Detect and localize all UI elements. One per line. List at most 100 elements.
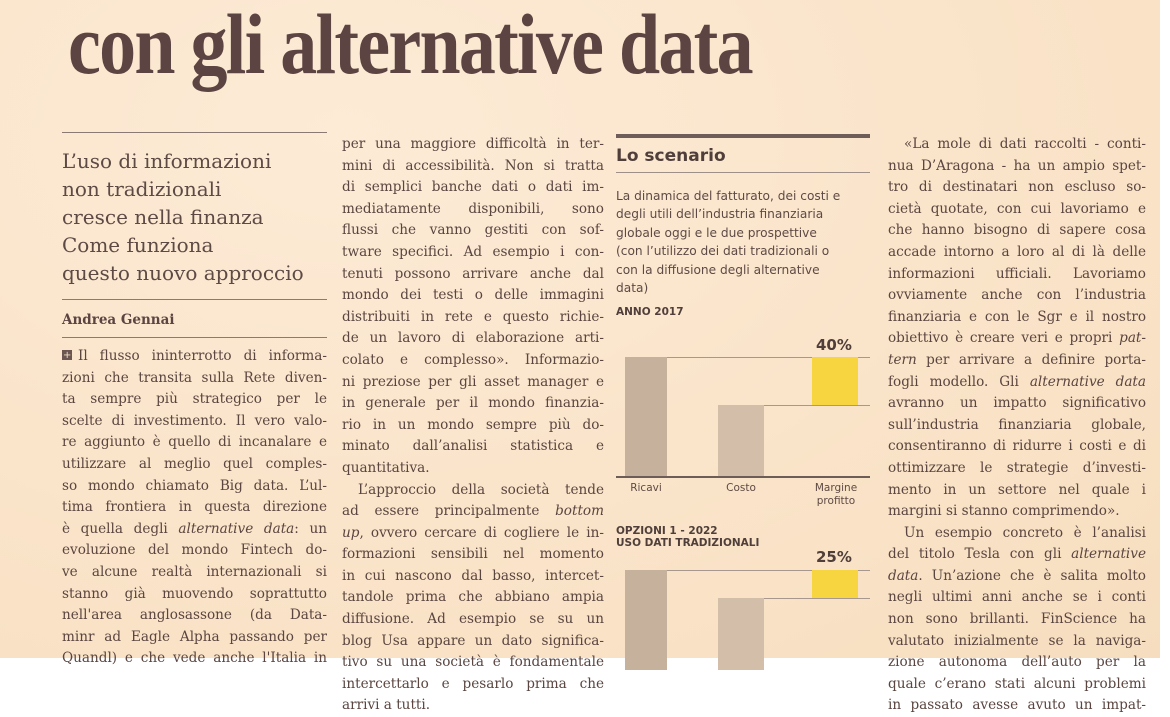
- text-line: tern per arrivare a definire porta-: [888, 350, 1146, 372]
- newspaper-page: con gli alternative data L’uso di inform…: [0, 0, 1160, 658]
- text-line: mondo dei testi o delle immagini: [342, 287, 604, 304]
- text-line: zione autonoma dell’auto per la: [888, 654, 1146, 671]
- desc-line: data): [616, 281, 649, 296]
- subhead-line: non tradizionali: [62, 177, 222, 201]
- chart-baseline: [616, 476, 870, 478]
- text-line: Un esempio concreto è l’analisi: [904, 524, 1146, 541]
- text-line: stanno già muovendo soprattutto: [62, 585, 327, 602]
- text-line: valutato inizialmente se la naviga-: [888, 632, 1146, 649]
- chart-title: ANNO 2017: [616, 306, 684, 318]
- bar-ricavi: [625, 357, 667, 476]
- text-fragment: . Un’azione che è salita molto: [918, 567, 1146, 584]
- text-line: flussi che vanno gestiti con sof-: [342, 222, 604, 239]
- text-line: formazioni sensibili nel momento: [342, 546, 604, 563]
- text-line: minato dall’analisi statistica e: [342, 438, 604, 455]
- italic-term: data: [888, 567, 919, 584]
- text-line: avranno un impatto significativo: [888, 395, 1146, 412]
- desc-line: La dinamica del fatturato, dei costi e: [616, 189, 841, 203]
- text-line: fogli modello. Gli alternative data: [888, 372, 1146, 394]
- column-4: «La mole di dati raccolti - conti- nua D…: [888, 134, 1146, 717]
- text-line: ta sempre più strategico per le: [62, 391, 327, 408]
- text-line: ve alcune realtà internazionali si: [62, 563, 327, 580]
- text-line: mento in un settore nel quale i: [888, 481, 1146, 498]
- text-line: ad essere principalmente bottom: [342, 501, 604, 523]
- text-fragment: per arrivare a definire porta-: [916, 351, 1146, 368]
- divider: [62, 299, 327, 300]
- text-line: Il flusso ininterrotto di informa-: [78, 348, 327, 364]
- text-line: cietà quotate, con cui lavoriamo e: [888, 200, 1146, 217]
- subheadline: L’uso di informazioni non tradizionali c…: [62, 147, 327, 287]
- subhead-line: cresce nella finanza: [62, 205, 264, 229]
- text-line: quale c’erano stati alcuni problemi: [888, 675, 1146, 692]
- text-line: distribuiti in rete e questo richie-: [342, 308, 604, 325]
- text-line: per una maggiore difficoltà in ter-: [342, 136, 604, 152]
- text-line: L’approccio della società tende: [358, 481, 604, 498]
- infographic-box: Lo scenario La dinamica del fatturato, d…: [616, 132, 871, 670]
- italic-term: bottom: [555, 503, 604, 520]
- desc-line: con la diffusione degli alternative: [616, 262, 820, 277]
- text-line: blog Usa appare un dato significa-: [342, 632, 604, 649]
- text-line: margini si stanno comprimendo».: [888, 503, 1120, 520]
- italic-term: alternative: [1071, 546, 1146, 563]
- text-line: rio in un mondo sempre più do-: [342, 416, 604, 433]
- margin-percentage: 40%: [816, 336, 852, 354]
- text-line: up, ovvero cercare di cogliere le in-: [342, 523, 604, 545]
- chart-title-line: USO DATI TRADIZIONALI: [616, 537, 760, 549]
- article-body-col1: Il flusso ininterrotto di informa- zioni…: [62, 345, 327, 670]
- chart-title: OPZIONI 1 - 2022 USO DATI TRADIZIONALI: [616, 525, 759, 549]
- article-body-col2: per una maggiore difficoltà in ter- mini…: [342, 134, 604, 717]
- x-label-ricavi: Ricavi: [630, 482, 662, 494]
- text-line: minr ad Eagle Alpha passando per: [62, 628, 327, 645]
- text-line: in passato avesse avuto un impat-: [888, 697, 1146, 714]
- text-fragment: fogli modello. Gli: [888, 373, 1030, 390]
- text-line: in generale per il mondo finanzia-: [342, 395, 604, 412]
- x-label-margine: Margine profitto: [801, 482, 871, 508]
- infographic-title: Lo scenario: [616, 138, 870, 173]
- reference-line: [764, 405, 870, 406]
- text-fragment: ad essere principalmente: [342, 503, 556, 520]
- chart-2017: ANNO 2017 40% Ricavi Costo Margine profi…: [616, 306, 871, 508]
- text-fragment: , ovvero cercare di cogliere le in-: [359, 524, 604, 541]
- text-line: evoluzione del mondo Fintech do-: [62, 542, 327, 559]
- text-fragment: obiettivo è creare veri e propri: [888, 330, 1120, 347]
- infographic-top-rule: [616, 134, 870, 138]
- reference-line: [666, 570, 870, 571]
- text-line: tenuti possono arrivare anche dal: [342, 265, 604, 282]
- text-line: zioni che transita sulla Rete diven-: [62, 369, 327, 386]
- text-line: so mondo chiamato Big data. L’ul-: [62, 477, 327, 494]
- text-line: nell'area anglosassone (da Data-: [62, 607, 327, 624]
- text-line: arrivi a tutti.: [342, 697, 431, 714]
- text-line: informazioni ufficiali. Lavoriamo: [888, 265, 1146, 282]
- text-line: tro di destinatari non escluso so-: [888, 179, 1146, 196]
- text-fragment: è quella degli: [62, 520, 179, 537]
- text-line: accade intorno a loro al di là delle: [888, 243, 1146, 260]
- bar-ricavi: [625, 570, 667, 670]
- text-line: tandole prima che abbiano ampia: [342, 589, 604, 606]
- text-line: di semplici banche dati o dati im-: [342, 179, 604, 196]
- bar-margine: [812, 357, 858, 405]
- author-byline: Andrea Gennai: [62, 312, 175, 328]
- reference-line: [764, 598, 870, 599]
- article-body-col4: «La mole di dati raccolti - conti- nua D…: [888, 134, 1146, 717]
- text-line: tima frontiera in questa direzione: [62, 499, 327, 516]
- text-line: «La mole di dati raccolti - conti-: [904, 136, 1146, 152]
- text-line: Quandl) e che vede anche l'Italia in: [62, 650, 327, 667]
- text-line: è quella degli alternative data: un: [62, 519, 327, 541]
- article-headline: con gli alternative data: [68, 0, 754, 92]
- x-label-line: Margine: [814, 482, 858, 494]
- desc-line: (con l’utilizzo dei dati tradizionali o: [616, 244, 830, 259]
- text-line: nua D’Aragona - ha un ampio spet-: [888, 157, 1146, 174]
- text-line: obiettivo è creare veri e propri pat-: [888, 328, 1146, 350]
- text-line: mini di accessibilità. Non si tratta: [342, 157, 604, 174]
- text-line: re aggiunto è quello di incanalare e: [62, 434, 327, 451]
- italic-term: alternative data: [178, 520, 295, 537]
- text-fragment: : un: [294, 520, 328, 537]
- text-line: mediatamente disponibili, sono: [342, 200, 604, 217]
- x-label-line: profitto: [816, 495, 856, 507]
- reference-line: [666, 357, 870, 358]
- italic-term: alternative data: [1029, 373, 1146, 390]
- text-line: del titolo Tesla con gli alternative: [888, 544, 1146, 566]
- text-line: diffusione. Ad esempio se su un: [342, 611, 604, 628]
- chart-2022-traditional: OPZIONI 1 - 2022 USO DATI TRADIZIONALI 2…: [616, 525, 870, 670]
- text-line: data. Un’azione che è salita molto: [888, 566, 1146, 588]
